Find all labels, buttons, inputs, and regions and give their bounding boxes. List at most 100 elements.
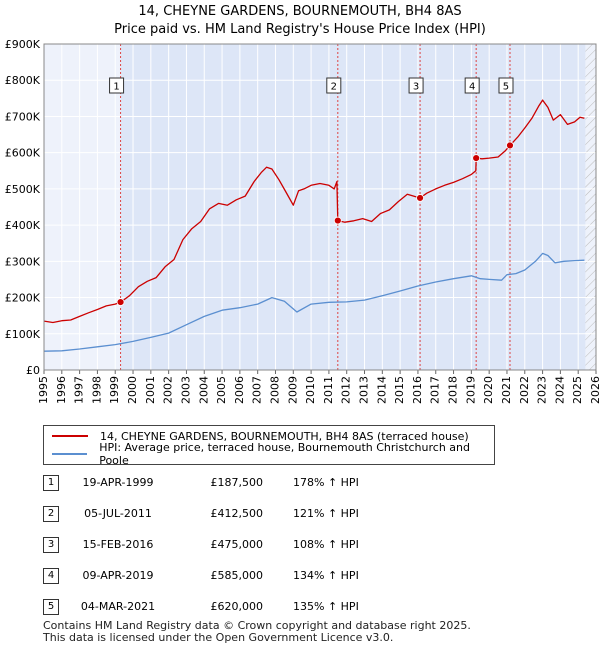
- table-row: 1 19-APR-1999 £187,500 178% ↑ HPI: [43, 472, 543, 492]
- gridlines: [43, 43, 597, 371]
- transaction-hpi: 178% ↑ HPI: [293, 476, 359, 489]
- chart-subtitle: Price paid vs. HM Land Registry's House …: [114, 22, 486, 37]
- transaction-hpi: 108% ↑ HPI: [293, 538, 359, 551]
- marker-label: 4: [469, 82, 475, 93]
- price-chart: 1 2 3 4 5 £0 £100K £200K £300K £400K £500K £600K £7…: [5, 38, 600, 404]
- transaction-number: 4: [43, 568, 59, 584]
- transaction-date: 04-MAR-2021: [80, 600, 156, 613]
- marker-boxes: 1 2 3 4 5: [109, 77, 514, 94]
- transaction-date: 15-FEB-2016: [82, 538, 154, 551]
- legend-swatch-hpi: [52, 453, 88, 455]
- transaction-number: 2: [43, 506, 59, 522]
- x-tick-label: 2025: [571, 376, 584, 404]
- y-tick-label: £600K: [5, 147, 41, 160]
- footer-line-1: Contains HM Land Registry data © Crown c…: [43, 619, 471, 632]
- transaction-number: 3: [43, 537, 59, 553]
- transaction-hpi: 121% ↑ HPI: [293, 507, 359, 520]
- x-tick-label: 2021: [500, 376, 513, 404]
- transaction-price: £620,000: [210, 600, 264, 613]
- x-tick-label: 2005: [215, 376, 228, 404]
- sale-point: [506, 141, 514, 150]
- sale-points: [116, 141, 514, 306]
- x-tick-label: 2023: [536, 376, 549, 404]
- y-tick-label: £900K: [5, 38, 41, 51]
- footer-line-2: This data is licensed under the Open Gov…: [43, 631, 394, 644]
- sale-point: [472, 154, 481, 163]
- x-tick-label: 1995: [37, 376, 50, 404]
- x-tick-label: 2016: [411, 376, 424, 404]
- x-tick-label: 1999: [108, 376, 121, 404]
- x-tick-label: 2020: [482, 376, 495, 404]
- x-tick-label: 2024: [553, 376, 566, 404]
- y-tick-label: £700K: [5, 110, 41, 123]
- footer-attribution: Contains HM Land Registry data © Crown c…: [43, 620, 471, 644]
- table-row: 2 05-JUL-2011 £412,500 121% ↑ HPI: [43, 503, 543, 523]
- table-row: 5 04-MAR-2021 £620,000 135% ↑ HPI: [43, 596, 543, 616]
- marker-box: [498, 77, 514, 94]
- x-tick-label: 2026: [589, 376, 600, 404]
- marker-label: 1: [113, 82, 119, 93]
- transaction-date: 05-JUL-2011: [84, 507, 152, 520]
- y-axis: £0 £100K £200K £300K £400K £500K £600K £700K £80…: [5, 38, 41, 377]
- x-tick-label: 2014: [375, 376, 388, 404]
- y-tick-label: £500K: [5, 183, 41, 196]
- sale-point: [416, 194, 424, 202]
- x-tick-label: 2010: [304, 376, 317, 404]
- marker-box: [326, 77, 342, 94]
- transaction-number: 1: [43, 475, 59, 491]
- x-tick-label: 2017: [429, 376, 442, 404]
- shaded-ownership-region: [120, 44, 586, 370]
- marker-label: 3: [413, 82, 419, 93]
- x-tick-label: 2019: [464, 376, 477, 404]
- plot-border: [43, 43, 597, 371]
- legend-swatch-property: [52, 435, 88, 437]
- transaction-hpi: 135% ↑ HPI: [293, 600, 359, 613]
- transaction-date: 19-APR-1999: [82, 476, 154, 489]
- y-tick-label: £0: [26, 364, 40, 377]
- sale-point: [333, 216, 342, 225]
- marker-box: [109, 77, 125, 94]
- marker-box: [408, 77, 424, 94]
- x-tick-label: 2012: [340, 376, 353, 404]
- x-tick-label: 2007: [251, 376, 264, 404]
- x-tick-label: 1997: [73, 376, 86, 404]
- x-tick-label: 2004: [197, 376, 210, 404]
- x-tick-label: 2009: [286, 376, 299, 404]
- legend-label-hpi: HPI: Average price, terraced house, Bour…: [99, 441, 470, 467]
- legend-label-property: 14, CHEYNE GARDENS, BOURNEMOUTH, BH4 8AS…: [100, 429, 469, 443]
- transaction-price: £187,500: [210, 476, 264, 489]
- marker-label: 5: [503, 82, 509, 93]
- sale-point: [116, 298, 125, 306]
- x-tick-label: 2008: [268, 376, 281, 404]
- x-tick-label: 2003: [179, 376, 192, 404]
- transaction-date: 09-APR-2019: [82, 569, 154, 582]
- transaction-number: 5: [43, 599, 59, 615]
- x-tick-label: 2000: [126, 376, 139, 404]
- y-tick-label: £100K: [5, 328, 41, 341]
- y-tick-label: £300K: [5, 255, 41, 268]
- x-tick-label: 2018: [447, 376, 460, 404]
- x-tick-label: 1996: [55, 376, 68, 404]
- chart-title: 14, CHEYNE GARDENS, BOURNEMOUTH, BH4 8AS: [138, 4, 462, 19]
- x-tick-label: 2002: [162, 376, 175, 404]
- x-tick-label: 2001: [144, 376, 157, 404]
- y-tick-label: £200K: [5, 292, 41, 305]
- transaction-price: £412,500: [210, 507, 264, 520]
- y-tick-label: £800K: [5, 74, 41, 87]
- series-line-hpi: [44, 252, 585, 352]
- x-axis: 1995 1996 1997 1998 1999 2000 2001 2002 2003 2004…: [37, 370, 600, 404]
- x-tick-label: 2022: [518, 376, 531, 404]
- table-row: 4 09-APR-2019 £585,000 134% ↑ HPI: [43, 565, 543, 585]
- x-tick-label: 2006: [233, 376, 246, 404]
- legend-item-hpi: HPI: Average price, terraced house, Bour…: [44, 441, 494, 467]
- x-tick-label: 2013: [358, 376, 371, 404]
- hatched-forecast-region: [585, 44, 596, 370]
- legend-item-property: 14, CHEYNE GARDENS, BOURNEMOUTH, BH4 8AS…: [44, 427, 469, 445]
- chart-legend: 14, CHEYNE GARDENS, BOURNEMOUTH, BH4 8AS…: [43, 425, 495, 467]
- marker-box: [464, 77, 480, 94]
- transaction-hpi: 134% ↑ HPI: [293, 569, 359, 582]
- y-tick-label: £400K: [5, 219, 41, 232]
- transaction-price: £585,000: [210, 569, 264, 582]
- x-tick-label: 2011: [322, 376, 335, 404]
- x-tick-label: 2015: [393, 376, 406, 404]
